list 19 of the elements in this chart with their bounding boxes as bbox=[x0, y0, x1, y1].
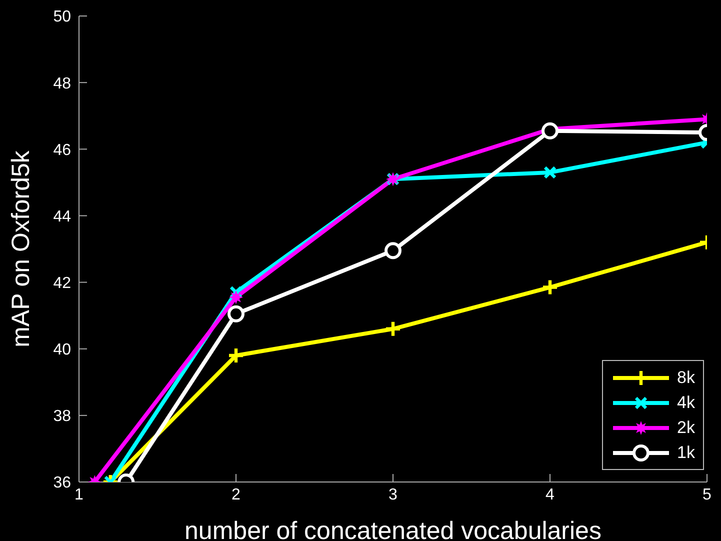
legend-label: 2k bbox=[677, 418, 695, 438]
y-tick-label: 44 bbox=[53, 208, 72, 226]
x-tick-label: 2 bbox=[232, 486, 241, 504]
y-tick-label: 48 bbox=[53, 75, 72, 92]
y-axis-title: mAP on Oxford5k bbox=[6, 150, 35, 348]
y-tick-label: 50 bbox=[53, 8, 72, 26]
x-tick-label: 4 bbox=[546, 486, 555, 504]
x-tick-label: 1 bbox=[74, 486, 84, 504]
y-tick-label: 46 bbox=[53, 142, 72, 159]
x-tick-label: 3 bbox=[388, 486, 398, 504]
x-axis-title: number of concatenated vocabularies bbox=[184, 517, 602, 541]
y-tick-label: 42 bbox=[53, 274, 72, 292]
legend-label: 8k bbox=[677, 368, 695, 388]
y-tick-label: 36 bbox=[53, 474, 72, 492]
y-tick-label: 40 bbox=[53, 342, 72, 359]
y-tick-label: 38 bbox=[53, 408, 72, 426]
x-tick-label: 5 bbox=[702, 486, 712, 504]
legend-label: 4k bbox=[677, 392, 695, 412]
legend-label: 1k bbox=[677, 442, 695, 462]
